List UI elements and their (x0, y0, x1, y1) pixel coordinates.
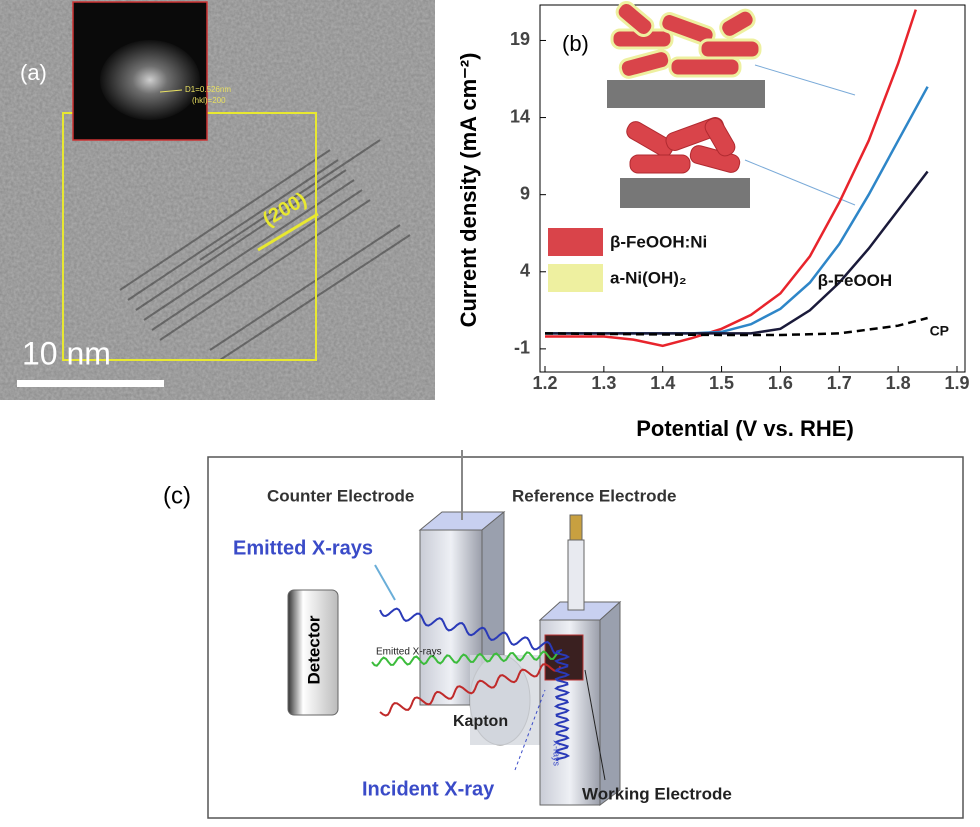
x-tick-label: 1.7 (827, 373, 852, 393)
label: (b) (562, 31, 589, 56)
shape (119, 149, 331, 291)
shape (584, 669, 606, 781)
series-line (545, 9, 917, 348)
shape (626, 121, 674, 157)
shape (127, 159, 339, 301)
label: (hkl)=200 (192, 96, 226, 105)
shape (744, 159, 856, 206)
y-tick-label: -1 (514, 338, 530, 358)
panel-c: (c) Counter Electrode Reference Electrod… (163, 450, 964, 819)
shape (143, 179, 355, 321)
legend-label: β-FeOOH:Ni (610, 232, 707, 251)
y-tick-label: 14 (510, 106, 530, 126)
shape (135, 169, 347, 311)
shape (100, 40, 200, 120)
shape (629, 154, 691, 174)
shape (620, 178, 750, 208)
shape (599, 600, 621, 806)
label: Detector (304, 615, 323, 684)
shape (159, 199, 371, 341)
panel-b: (b) Potential (V vs. RHE) Current densit… (456, 1, 970, 441)
label: Potential (V vs. RHE) (636, 416, 854, 441)
series-line (544, 316, 928, 337)
legend-label: a-Ni(OH)₂ (610, 268, 687, 287)
shape (159, 89, 183, 93)
shape (754, 64, 856, 96)
shape (719, 8, 756, 39)
y-tick-label: 9 (520, 183, 530, 203)
wave (553, 649, 571, 761)
x-tick-label: 1.2 (532, 373, 557, 393)
wave (379, 663, 562, 717)
shape (567, 539, 585, 611)
wave (371, 650, 561, 667)
x-tick-label: 1.5 (709, 373, 734, 393)
label: Working Electrode (582, 784, 732, 803)
shape (287, 589, 339, 716)
x-tick-label: 1.4 (650, 373, 675, 393)
schematic (607, 1, 856, 208)
label: (c) (163, 482, 191, 509)
x-tick-label: 1.8 (886, 373, 911, 393)
shape (199, 139, 381, 261)
legend-swatch (548, 264, 603, 292)
shape (607, 80, 765, 108)
x-tick-label: 1.6 (768, 373, 793, 393)
series-line (545, 170, 929, 335)
shape (17, 380, 164, 387)
shape (698, 38, 762, 60)
y-tick-label: 4 (520, 261, 530, 281)
series-label: β-FeOOH (818, 271, 893, 290)
panel-a: D1=0.526nm (hkl)=200 (a) (200) 10 nm (0, 0, 435, 400)
shape (668, 56, 742, 78)
label: Emitted X-rays (233, 537, 373, 559)
shape (626, 117, 741, 174)
shape (615, 1, 655, 37)
label: Reference Electrode (512, 486, 676, 505)
shape (257, 212, 319, 252)
shape (514, 689, 546, 771)
label: Kapton (453, 713, 508, 730)
label: Current density (mA cm⁻²) (456, 53, 481, 328)
shape (569, 514, 583, 541)
label: 10 nm (22, 335, 111, 371)
label: Counter Electrode (267, 486, 414, 505)
shape (151, 189, 363, 331)
shape (539, 4, 966, 373)
label: X-rays (552, 740, 562, 767)
label: Emitted X-rays (376, 647, 442, 658)
label: (a) (20, 60, 47, 85)
label: Incident X-ray (362, 778, 495, 800)
wave (379, 607, 560, 656)
shape (209, 224, 401, 351)
y-tick-label: 19 (510, 29, 530, 49)
legend-swatch (548, 228, 603, 256)
label: D1=0.526nm (185, 85, 231, 94)
shape (610, 1, 762, 79)
shape (704, 117, 736, 157)
x-tick-label: 1.9 (944, 373, 969, 393)
series-label: CP (930, 323, 949, 339)
shape (618, 49, 672, 79)
shape (470, 655, 550, 745)
x-ray-waves (371, 607, 571, 761)
x-tick-label: 1.3 (591, 373, 616, 393)
shape (119, 139, 411, 361)
shape (374, 564, 396, 601)
